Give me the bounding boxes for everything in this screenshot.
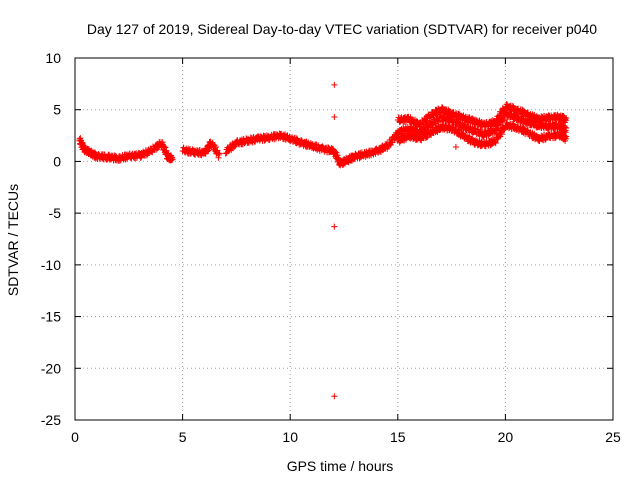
data-point-upper [410,120,417,127]
data-point [162,144,169,151]
outlier-point [331,113,338,120]
data-point-lower [497,129,504,136]
outlier-point [331,81,338,88]
x-tick-label: 0 [71,429,79,445]
x-tick-label: 10 [282,429,298,445]
x-tick-label: 25 [605,429,621,445]
y-tick-label: 10 [45,50,61,66]
data-point-upper [492,120,499,127]
data-point-lower [492,139,499,146]
data-point [216,150,223,157]
outlier-point [331,393,338,400]
data-point-upper [562,117,569,124]
y-tick-label: 0 [53,153,61,169]
data-point [266,136,273,143]
x-tick-label: 5 [179,429,187,445]
data-point-upper [439,104,446,111]
data-point [562,127,569,134]
x-axis-label: GPS time / hours [287,458,394,474]
y-tick-label: -15 [41,309,61,325]
data-point [162,148,169,155]
data-point [154,145,161,152]
outlier-point [331,223,338,230]
data-point [389,139,396,146]
data-point-lower [562,135,569,142]
data-point [437,118,444,125]
y-tick-label: -20 [41,360,61,376]
data-point [215,154,222,161]
data-point [117,157,124,164]
outlier-point [452,143,459,150]
data-point [334,152,341,159]
y-tick-label: 5 [53,102,61,118]
data-point-lower [433,128,440,135]
data-point [169,156,176,163]
y-tick-label: -10 [41,257,61,273]
y-axis-label: SDTVAR / TECUs [5,184,21,296]
x-tick-label: 15 [390,429,406,445]
chart-title: Day 127 of 2019, Sidereal Day-to-day VTE… [87,21,597,37]
data-point-upper [433,110,440,117]
data-point-upper [409,116,416,123]
x-tick-label: 20 [498,429,514,445]
data-point [305,139,312,146]
data-point-upper [497,111,504,118]
plot-frame [74,57,614,421]
data-points [76,81,570,400]
y-tick-label: -25 [41,412,61,428]
data-point [375,149,382,156]
y-tick-label: -5 [49,205,62,221]
